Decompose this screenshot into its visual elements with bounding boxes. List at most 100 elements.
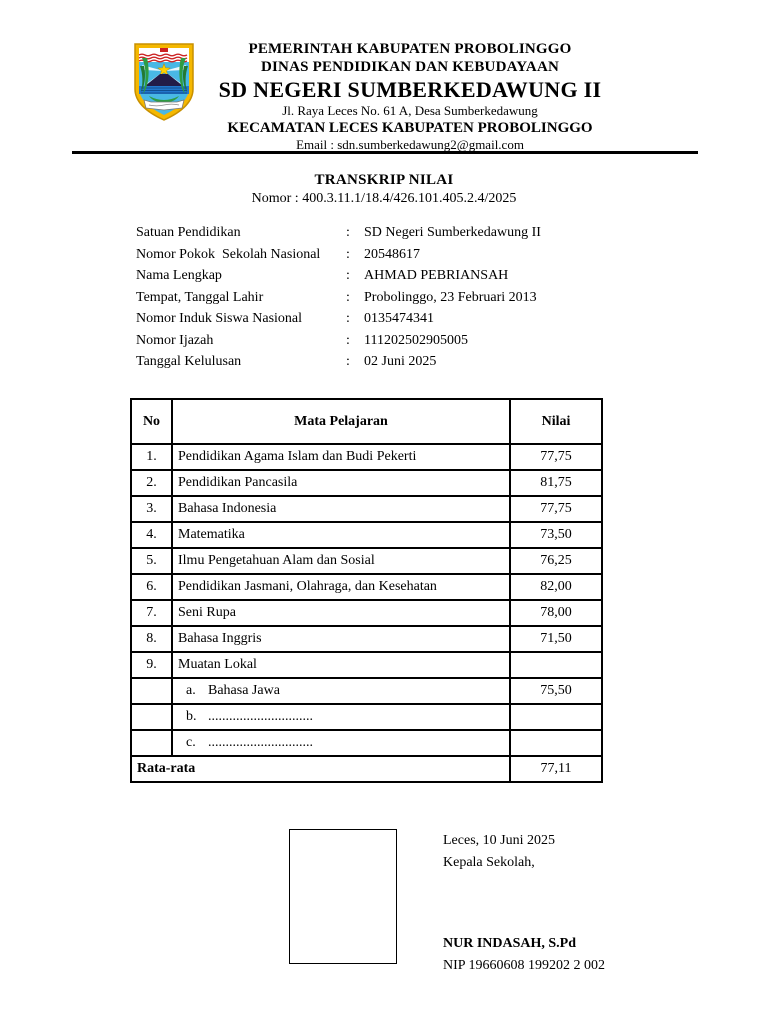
grade-row: 1. Pendidikan Agama Islam dan Budi Peker… — [130, 443, 603, 471]
cell-subject: a. Bahasa Jawa — [171, 677, 511, 705]
school-name: SD NEGERI SUMBERKEDAWUNG II — [218, 77, 602, 102]
info-value: SD Negeri Sumberkedawung II — [364, 225, 541, 240]
student-info-row: Nama Lengkap : AHMAD PEBRIANSAH — [136, 268, 626, 290]
cell-subject: b............................... — [171, 703, 511, 731]
subject-text: Bahasa Inggris — [178, 631, 262, 646]
student-info-row: Satuan Pendidikan : SD Negeri Sumberkeda… — [136, 225, 626, 247]
subject-text: Bahasa Indonesia — [178, 501, 277, 516]
cell-score: 77,75 — [509, 495, 603, 523]
student-info-row: Nomor Pokok Sekolah Nasional : 20548617 — [136, 247, 626, 269]
cell-subject: Pendidikan Agama Islam dan Budi Pekerti — [171, 443, 511, 471]
cell-no: 9. — [130, 651, 173, 679]
letterhead: PEMERINTAH KABUPATEN PROBOLINGGO DINAS P… — [150, 40, 670, 153]
cell-score: 78,00 — [509, 599, 603, 627]
subject-text: Matematika — [178, 527, 245, 542]
footer-label: Rata-rata — [130, 755, 511, 783]
cell-no — [130, 703, 173, 731]
subject-text: Bahasa Jawa — [208, 683, 280, 698]
info-label: Tempat, Tanggal Lahir — [136, 289, 264, 305]
school-address: Jl. Raya Leces No. 61 A, Desa Sumberkeda… — [282, 103, 538, 118]
district-line: KECAMATAN LECES KABUPATEN PROBOLINGGO — [227, 120, 593, 136]
cell-score: 82,00 — [509, 573, 603, 601]
grade-row: 2. Pendidikan Pancasila 81,75 — [130, 469, 603, 497]
info-value: 0135474341 — [364, 311, 434, 326]
subject-text: Ilmu Pengetahuan Alam dan Sosial — [178, 553, 375, 568]
cell-no — [130, 677, 173, 705]
cell-score — [509, 729, 603, 757]
info-label: Satuan Pendidikan — [136, 225, 241, 240]
info-value: 20548617 — [364, 246, 420, 262]
grades-header-row: No Mata Pelajaran Nilai — [130, 398, 603, 445]
signature-place-date: Leces, 10 Juni 2025 — [443, 833, 555, 848]
signature-name: NUR INDASAH, S.Pd — [443, 936, 577, 951]
subject-text: .............................. — [208, 735, 313, 750]
cell-subject: Ilmu Pengetahuan Alam dan Sosial — [171, 547, 511, 575]
sub-label: c. — [186, 735, 196, 750]
cell-subject: Seni Rupa — [171, 599, 511, 627]
cell-no: 3. — [130, 495, 173, 523]
cell-score: 81,75 — [509, 469, 603, 497]
grade-footer-row: Rata-rata 77,11 — [130, 755, 603, 783]
student-info: Satuan Pendidikan : SD Negeri Sumberkeda… — [136, 225, 626, 376]
info-value: 02 Juni 2025 — [364, 354, 437, 369]
government-line: PEMERINTAH KABUPATEN PROBOLINGGO — [248, 41, 572, 57]
cell-no: 2. — [130, 469, 173, 497]
subject-text: Seni Rupa — [178, 605, 236, 620]
student-info-row: Nomor Ijazah : 111202502905005 — [136, 333, 626, 355]
grade-row: c............................... — [130, 729, 603, 757]
cell-score: 75,50 — [509, 677, 603, 705]
signature-nip: NIP 19660608 199202 2 002 — [443, 958, 606, 973]
info-value: Probolinggo, 23 Februari 2013 — [364, 289, 537, 305]
document-number: Nomor : 400.3.11.1/18.4/426.101.405.2.4/… — [251, 191, 517, 206]
photo-box — [289, 829, 397, 964]
cell-score: 71,50 — [509, 625, 603, 653]
cell-subject: Pendidikan Pancasila — [171, 469, 511, 497]
cell-score: 77,75 — [509, 443, 603, 471]
footer-score: 77,11 — [509, 755, 603, 783]
cell-subject: Bahasa Inggris — [171, 625, 511, 653]
info-colon: : — [346, 268, 350, 283]
info-label: Nama Lengkap — [136, 268, 222, 283]
subject-text: Pendidikan Pancasila — [178, 475, 298, 490]
info-colon: : — [346, 289, 350, 305]
cell-no: 5. — [130, 547, 173, 575]
info-label: Nomor Ijazah — [136, 332, 214, 348]
subject-text: .............................. — [208, 709, 313, 724]
cell-score: 76,25 — [509, 547, 603, 575]
email-line: Email : sdn.sumberkedawung2@gmail.com — [296, 137, 524, 152]
document-title: TRANSKRIP NILAI — [314, 172, 454, 188]
cell-subject: c............................... — [171, 729, 511, 757]
sub-label: a. — [186, 683, 196, 698]
student-info-row: Nomor Induk Siswa Nasional : 0135474341 — [136, 311, 626, 333]
cell-score — [509, 651, 603, 679]
info-colon: : — [346, 311, 350, 326]
cell-no: 4. — [130, 521, 173, 549]
info-label: Tanggal Kelulusan — [136, 354, 242, 369]
cell-no: 6. — [130, 573, 173, 601]
info-colon: : — [346, 246, 350, 262]
subject-text: Pendidikan Agama Islam dan Budi Pekerti — [178, 449, 417, 464]
info-label: Nomor Induk Siswa Nasional — [136, 311, 303, 326]
department-line: DINAS PENDIDIKAN DAN KEBUDAYAAN — [260, 59, 560, 75]
info-value: AHMAD PEBRIANSAH — [364, 268, 509, 283]
subject-text: Pendidikan Jasmani, Olahraga, dan Keseha… — [178, 579, 437, 594]
col-header-no: No — [130, 398, 173, 445]
info-colon: : — [346, 332, 350, 348]
cell-no — [130, 729, 173, 757]
grade-row: 7. Seni Rupa 78,00 — [130, 599, 603, 627]
subject-text: Muatan Lokal — [178, 657, 257, 672]
cell-score: 73,50 — [509, 521, 603, 549]
col-header-subject: Mata Pelajaran — [171, 398, 511, 445]
grade-row: 9. Muatan Lokal — [130, 651, 603, 679]
grade-row: 5. Ilmu Pengetahuan Alam dan Sosial 76,2… — [130, 547, 603, 575]
grades-table: No Mata Pelajaran Nilai 1. Pendidikan Ag… — [130, 398, 603, 783]
cell-subject: Matematika — [171, 521, 511, 549]
grade-row: 3. Bahasa Indonesia 77,75 — [130, 495, 603, 523]
sub-label: b. — [186, 709, 197, 724]
info-label: Nomor Pokok Sekolah Nasional — [136, 246, 321, 262]
cell-subject: Muatan Lokal — [171, 651, 511, 679]
student-info-row: Tempat, Tanggal Lahir : Probolinggo, 23 … — [136, 290, 626, 312]
grade-row: 4. Matematika 73,50 — [130, 521, 603, 549]
grade-row: 6. Pendidikan Jasmani, Olahraga, dan Kes… — [130, 573, 603, 601]
